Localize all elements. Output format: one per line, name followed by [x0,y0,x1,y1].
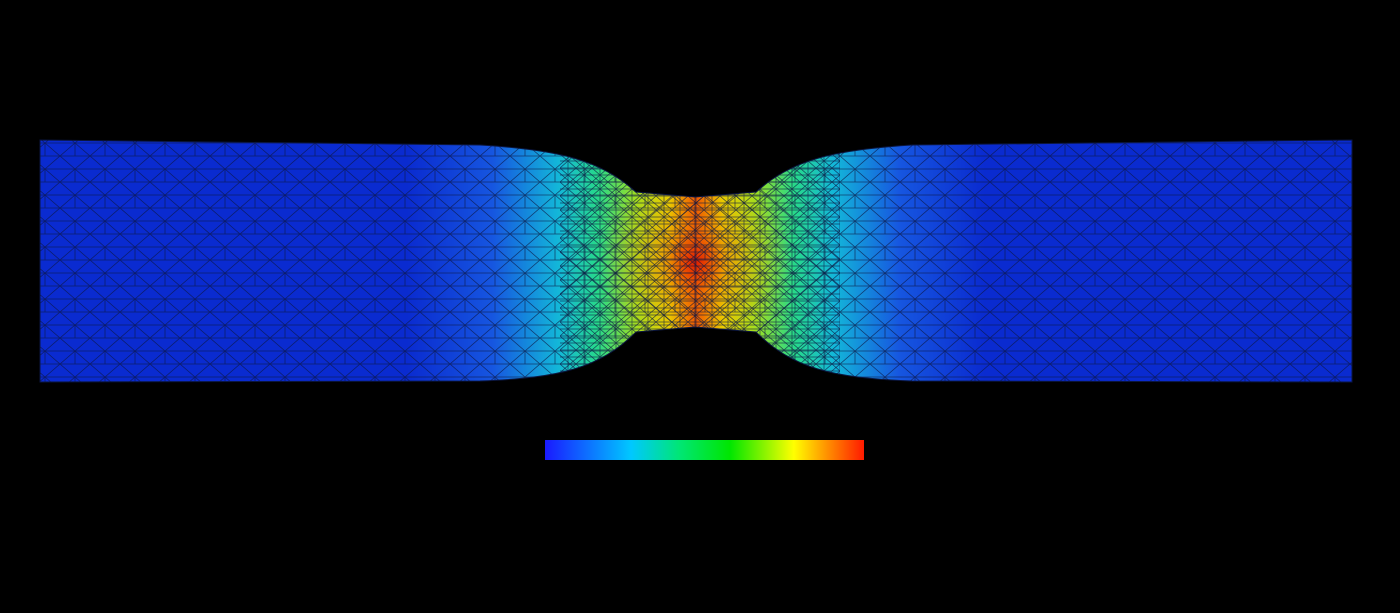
specimen-body [40,140,1352,382]
colormap-bar [545,440,864,460]
colormap-legend [545,440,864,460]
refined-mesh-overlay [560,150,840,380]
specimen-outline [39,139,1353,383]
